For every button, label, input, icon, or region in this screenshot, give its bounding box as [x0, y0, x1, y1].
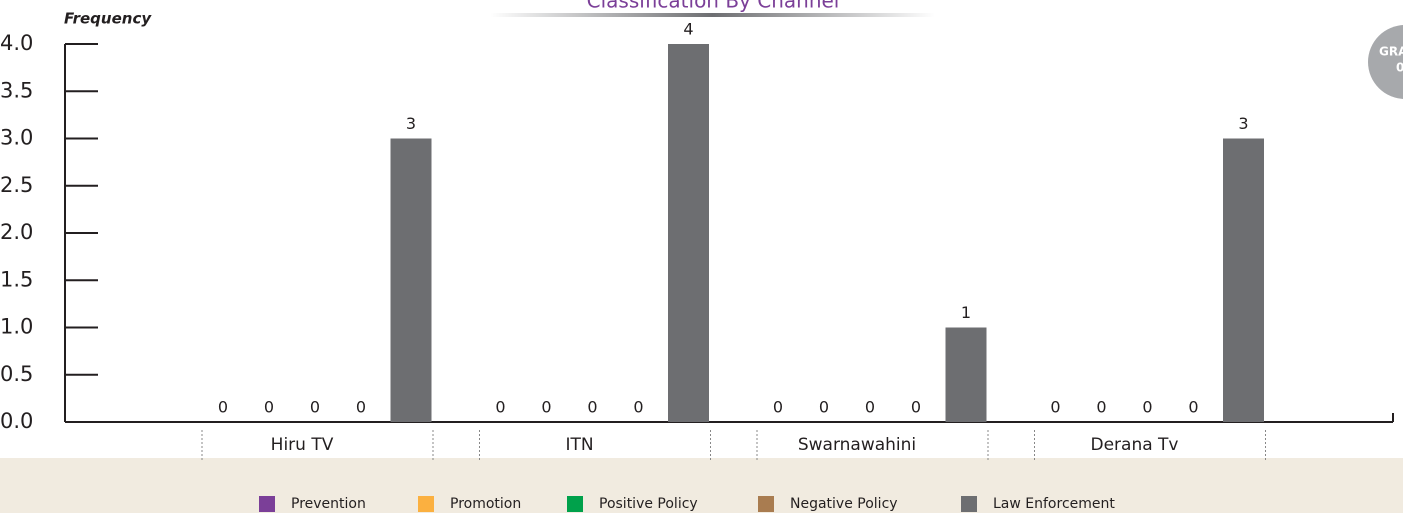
- y-tick-label: 0.0: [0, 409, 33, 433]
- data-label: 0: [773, 398, 783, 417]
- data-label: 0: [865, 398, 875, 417]
- y-tick-label: 1.0: [0, 315, 33, 339]
- data-label: 3: [1238, 114, 1248, 133]
- data-label: 0: [218, 398, 228, 417]
- data-label: 0: [310, 398, 320, 417]
- badge-text: GRA: [1379, 45, 1403, 59]
- legend-band: [0, 458, 1403, 513]
- legend-swatch: [259, 496, 275, 512]
- legend-label: Prevention: [291, 496, 366, 512]
- legend-swatch: [961, 496, 977, 512]
- data-label: 0: [587, 398, 597, 417]
- bar: [1223, 138, 1264, 422]
- data-label: 0: [819, 398, 829, 417]
- data-label: 0: [495, 398, 505, 417]
- y-axis-label: Frequency: [64, 10, 152, 28]
- x-tick-label: Swarnawahini: [798, 435, 916, 455]
- x-tick-label: ITN: [565, 435, 593, 455]
- chart-title: Classification By Channel: [587, 0, 840, 13]
- x-tick-label: Hiru TV: [271, 435, 334, 455]
- bar: [668, 44, 709, 422]
- legend-label: Law Enforcement: [993, 496, 1115, 512]
- legend-swatch: [758, 496, 774, 512]
- data-label: 4: [683, 20, 693, 39]
- data-label: 0: [1142, 398, 1152, 417]
- badge: [1368, 25, 1403, 99]
- x-tick-label: Derana Tv: [1091, 435, 1179, 455]
- data-label: 0: [911, 398, 921, 417]
- y-tick-label: 4.0: [0, 31, 33, 55]
- data-label: 0: [1096, 398, 1106, 417]
- title-underline: [490, 13, 935, 17]
- data-label: 3: [406, 114, 416, 133]
- y-tick-label: 3.0: [0, 126, 33, 150]
- legend-swatch: [418, 496, 434, 512]
- badge-text: 0: [1396, 61, 1403, 75]
- data-label: 0: [356, 398, 366, 417]
- data-label: 0: [1188, 398, 1198, 417]
- legend-label: Negative Policy: [790, 496, 898, 512]
- data-label: 0: [1050, 398, 1060, 417]
- y-tick-label: 3.5: [0, 78, 33, 102]
- legend-label: Promotion: [450, 496, 521, 512]
- y-tick-label: 2.0: [0, 220, 33, 244]
- data-label: 1: [961, 303, 971, 322]
- y-tick-label: 0.5: [0, 362, 33, 386]
- bar: [945, 327, 987, 422]
- data-label: 0: [633, 398, 643, 417]
- legend-swatch: [567, 496, 583, 512]
- legend-label: Positive Policy: [599, 496, 698, 512]
- y-tick-label: 1.5: [0, 267, 33, 291]
- y-tick-label: 2.5: [0, 173, 33, 197]
- data-label: 0: [264, 398, 274, 417]
- bar: [390, 138, 432, 422]
- data-label: 0: [541, 398, 551, 417]
